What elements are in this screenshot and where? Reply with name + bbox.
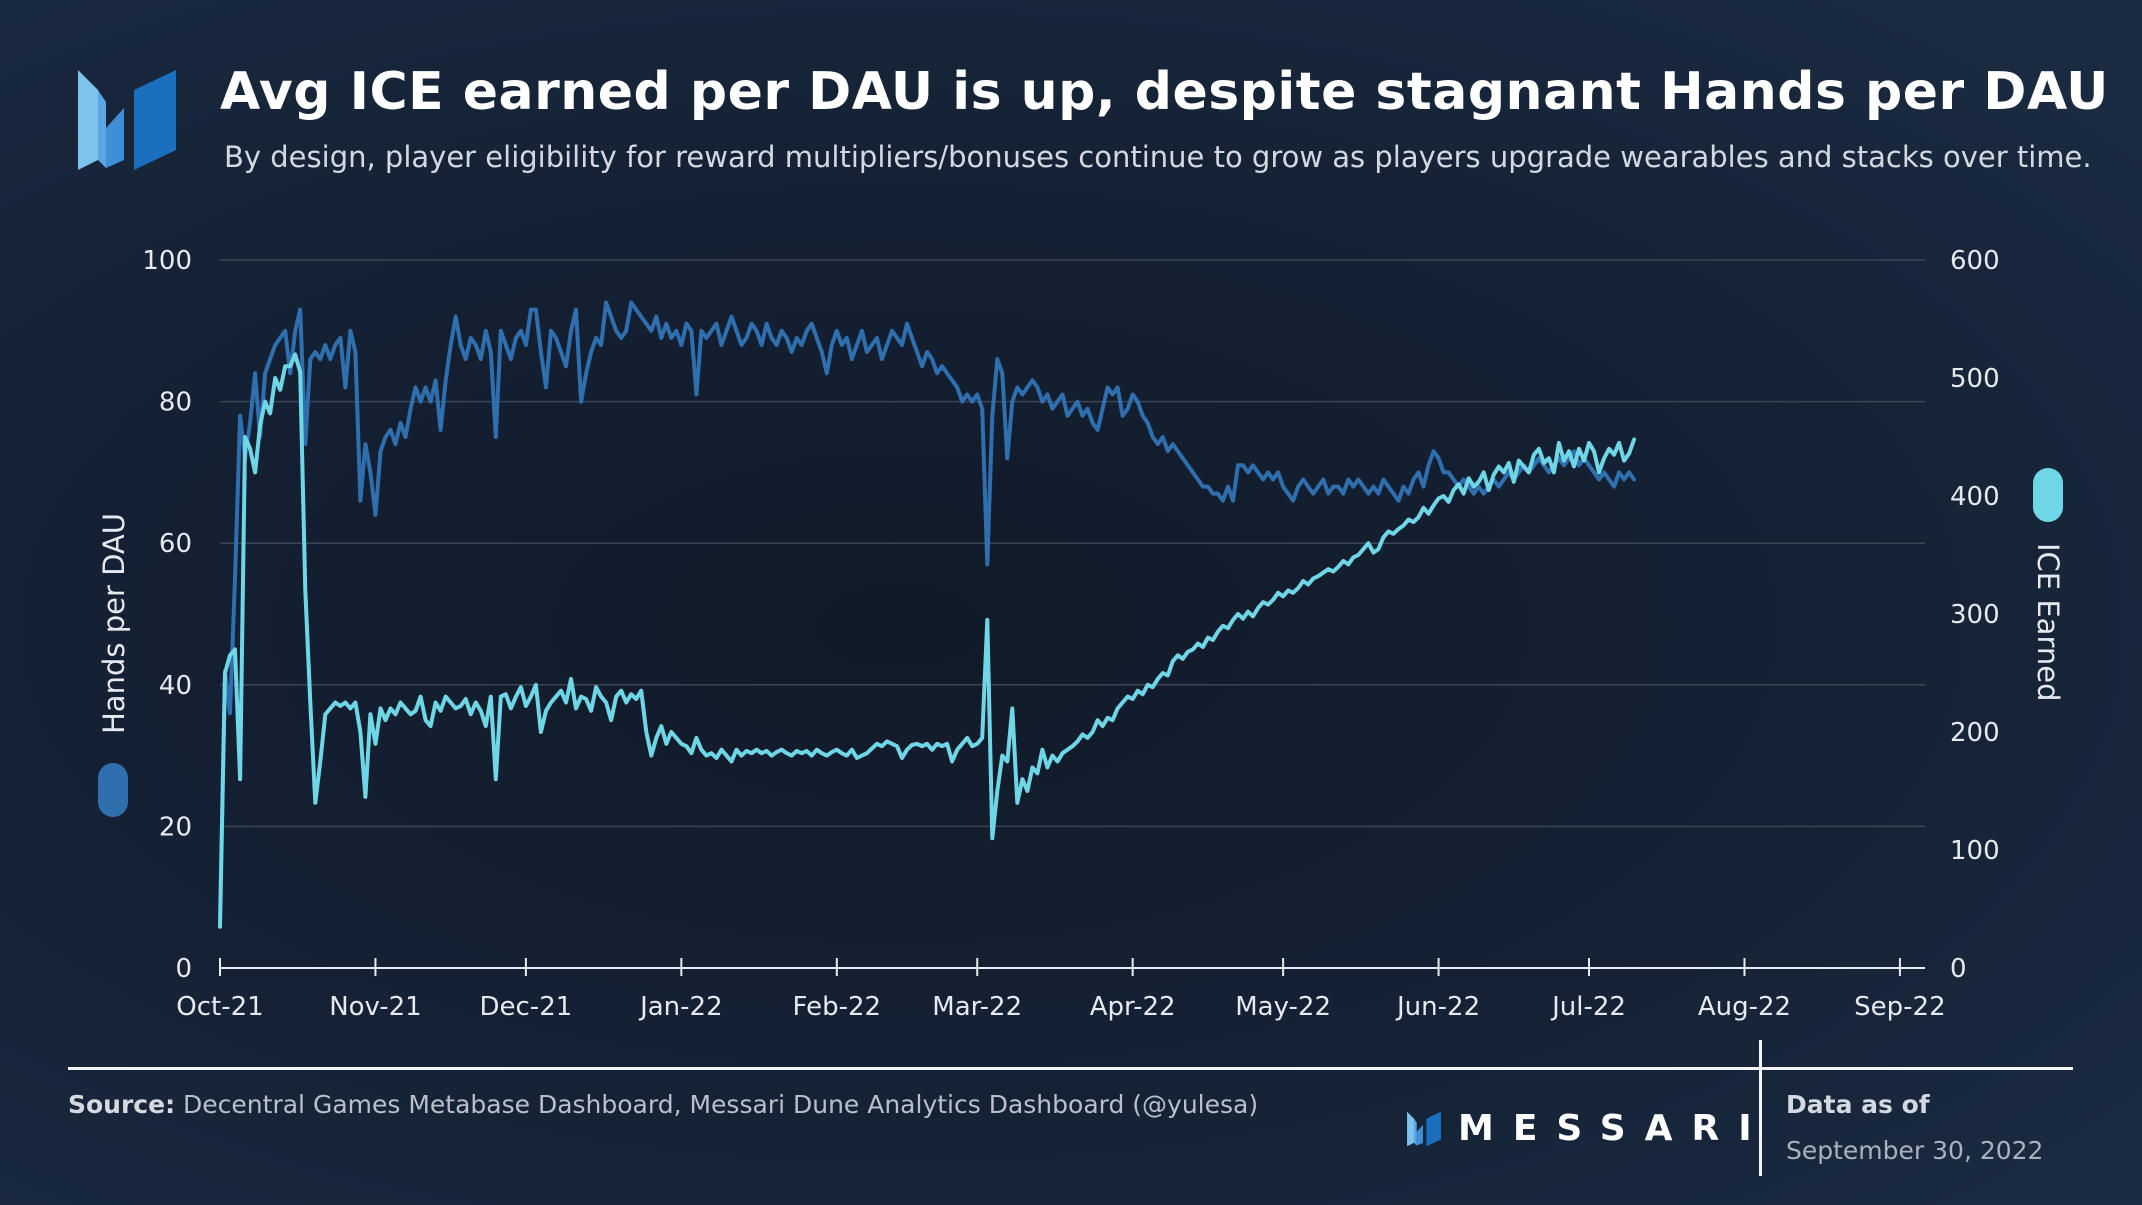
x-tick-Jan-22: Jan-22	[638, 992, 723, 1022]
x-tick-Sep-22: Sep-22	[1854, 992, 1945, 1022]
data-as-of-label: Data as of	[1786, 1090, 1930, 1119]
left-tick-100: 100	[142, 246, 192, 276]
messari-logo-icon	[78, 70, 176, 170]
dual-axis-line-chart: 0 20 40 60 80 100 0 100 200 300 400 500 600 Oct-21 N…	[97, 246, 2065, 1022]
left-axis-label: Hands per DAU	[97, 513, 131, 734]
hands-legend-swatch	[98, 763, 128, 817]
messari-small-logo-icon	[1407, 1111, 1441, 1146]
source-note: Source: Decentral Games Metabase Dashboa…	[68, 1090, 1368, 1119]
x-tick-Jun-22: Jun-22	[1395, 992, 1480, 1022]
source-label: Source:	[68, 1090, 176, 1119]
right-tick-100: 100	[1950, 836, 2000, 866]
right-tick-0: 0	[1950, 954, 1967, 984]
right-tick-400: 400	[1950, 482, 2000, 512]
right-tick-300: 300	[1950, 600, 2000, 630]
x-tick-May-22: May-22	[1235, 992, 1331, 1022]
x-tick-Mar-22: Mar-22	[932, 992, 1022, 1022]
left-tick-80: 80	[159, 388, 192, 418]
messari-brand: MESSARI	[1404, 1108, 1771, 1149]
chart-subtitle: By design, player eligibility for reward…	[224, 140, 2092, 174]
gridlines	[220, 259, 1925, 828]
left-axis-ticks: 0 20 40 60 80 100	[142, 246, 192, 984]
right-axis-ticks: 0 100 200 300 400 500 600	[1950, 246, 2000, 984]
x-tick-Nov-21: Nov-21	[329, 992, 422, 1022]
left-tick-0: 0	[175, 954, 192, 984]
right-tick-500: 500	[1950, 364, 2000, 394]
right-axis-label: ICE Earned	[2031, 543, 2065, 701]
x-tick-Oct-21: Oct-21	[176, 992, 263, 1022]
footer-vertical-divider	[1759, 1040, 1762, 1176]
x-tick-Aug-22: Aug-22	[1698, 992, 1791, 1022]
left-tick-40: 40	[159, 671, 192, 701]
hands-per-dau-line	[218, 300, 1637, 921]
ice-earned-line	[218, 352, 1637, 929]
right-tick-600: 600	[1950, 246, 2000, 276]
chart-title: Avg ICE earned per DAU is up, despite st…	[220, 62, 2109, 122]
x-tick-Apr-22: Apr-22	[1090, 992, 1176, 1022]
source-text: Decentral Games Metabase Dashboard, Mess…	[183, 1090, 1259, 1119]
left-tick-60: 60	[159, 529, 192, 559]
left-tick-20: 20	[159, 812, 192, 842]
x-tick-Jul-22: Jul-22	[1550, 992, 1626, 1022]
footer-divider-line	[68, 1067, 2073, 1070]
ice-legend-swatch	[2033, 468, 2063, 522]
series-lines	[218, 300, 1637, 929]
x-tick-Feb-22: Feb-22	[793, 992, 882, 1022]
right-tick-200: 200	[1950, 718, 2000, 748]
x-axis-ticks: Oct-21 Nov-21 Dec-21 Jan-22 Feb-22 Mar-22 Apr-…	[176, 958, 1946, 1022]
data-as-of-date: September 30, 2022	[1786, 1136, 2044, 1165]
x-tick-Dec-21: Dec-21	[480, 992, 573, 1022]
messari-wordmark: MESSARI	[1458, 1108, 1771, 1149]
